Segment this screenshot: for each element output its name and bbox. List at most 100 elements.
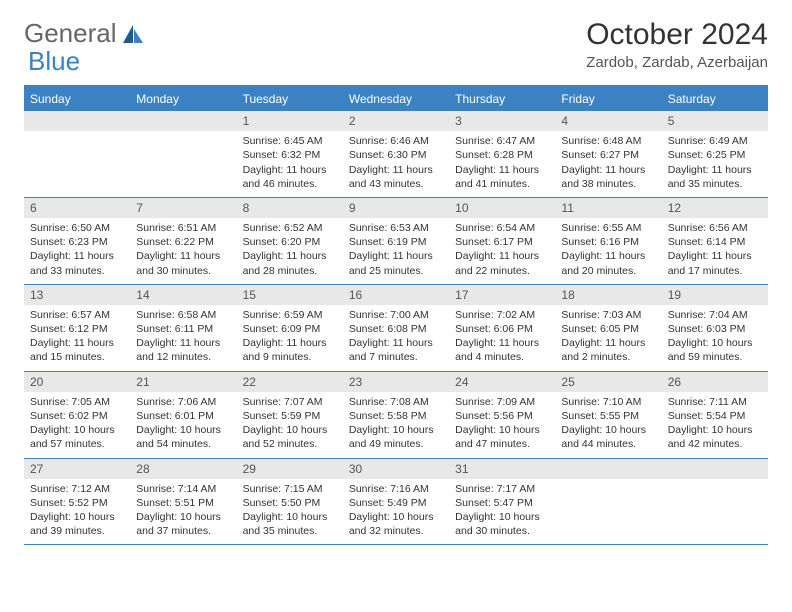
sunset-text: Sunset: 6:11 PM (136, 322, 230, 336)
day-cell: 22Sunrise: 7:07 AMSunset: 5:59 PMDayligh… (237, 372, 343, 458)
daylight-text: Daylight: 11 hours and 20 minutes. (561, 249, 655, 277)
sunrise-text: Sunrise: 6:49 AM (668, 134, 762, 148)
daylight-text: Daylight: 10 hours and 52 minutes. (243, 423, 337, 451)
sunset-text: Sunset: 6:17 PM (455, 235, 549, 249)
sunset-text: Sunset: 6:03 PM (668, 322, 762, 336)
sunrise-text: Sunrise: 6:51 AM (136, 221, 230, 235)
sunset-text: Sunset: 6:23 PM (30, 235, 124, 249)
day-content: Sunrise: 7:11 AMSunset: 5:54 PMDaylight:… (662, 392, 768, 458)
day-cell (555, 459, 661, 545)
sunrise-text: Sunrise: 6:46 AM (349, 134, 443, 148)
daylight-text: Daylight: 11 hours and 17 minutes. (668, 249, 762, 277)
sunset-text: Sunset: 6:25 PM (668, 148, 762, 162)
day-cell: 3Sunrise: 6:47 AMSunset: 6:28 PMDaylight… (449, 111, 555, 197)
day-cell: 26Sunrise: 7:11 AMSunset: 5:54 PMDayligh… (662, 372, 768, 458)
day-cell: 23Sunrise: 7:08 AMSunset: 5:58 PMDayligh… (343, 372, 449, 458)
day-content: Sunrise: 6:48 AMSunset: 6:27 PMDaylight:… (555, 131, 661, 197)
sunset-text: Sunset: 6:14 PM (668, 235, 762, 249)
day-cell (662, 459, 768, 545)
day-cell: 7Sunrise: 6:51 AMSunset: 6:22 PMDaylight… (130, 198, 236, 284)
day-cell: 29Sunrise: 7:15 AMSunset: 5:50 PMDayligh… (237, 459, 343, 545)
daylight-text: Daylight: 11 hours and 15 minutes. (30, 336, 124, 364)
sunset-text: Sunset: 6:20 PM (243, 235, 337, 249)
day-number: 20 (24, 372, 130, 392)
daylight-text: Daylight: 11 hours and 2 minutes. (561, 336, 655, 364)
day-number: 18 (555, 285, 661, 305)
daylight-text: Daylight: 10 hours and 49 minutes. (349, 423, 443, 451)
day-header-cell: Tuesday (237, 87, 343, 111)
day-cell: 6Sunrise: 6:50 AMSunset: 6:23 PMDaylight… (24, 198, 130, 284)
sunset-text: Sunset: 6:30 PM (349, 148, 443, 162)
sunrise-text: Sunrise: 6:59 AM (243, 308, 337, 322)
day-cell: 31Sunrise: 7:17 AMSunset: 5:47 PMDayligh… (449, 459, 555, 545)
day-cell: 17Sunrise: 7:02 AMSunset: 6:06 PMDayligh… (449, 285, 555, 371)
sunset-text: Sunset: 5:54 PM (668, 409, 762, 423)
title-block: October 2024 Zardob, Zardab, Azerbaijan (586, 18, 768, 71)
day-cell: 2Sunrise: 6:46 AMSunset: 6:30 PMDaylight… (343, 111, 449, 197)
day-cell: 27Sunrise: 7:12 AMSunset: 5:52 PMDayligh… (24, 459, 130, 545)
sunset-text: Sunset: 6:06 PM (455, 322, 549, 336)
sunset-text: Sunset: 6:22 PM (136, 235, 230, 249)
daylight-text: Daylight: 11 hours and 30 minutes. (136, 249, 230, 277)
day-cell: 24Sunrise: 7:09 AMSunset: 5:56 PMDayligh… (449, 372, 555, 458)
sunset-text: Sunset: 6:12 PM (30, 322, 124, 336)
day-content: Sunrise: 7:17 AMSunset: 5:47 PMDaylight:… (449, 479, 555, 545)
sunrise-text: Sunrise: 7:15 AM (243, 482, 337, 496)
sunrise-text: Sunrise: 7:10 AM (561, 395, 655, 409)
day-cell: 28Sunrise: 7:14 AMSunset: 5:51 PMDayligh… (130, 459, 236, 545)
day-number: 5 (662, 111, 768, 131)
day-number: 4 (555, 111, 661, 131)
day-number: 11 (555, 198, 661, 218)
day-number: 13 (24, 285, 130, 305)
week-row: 6Sunrise: 6:50 AMSunset: 6:23 PMDaylight… (24, 198, 768, 285)
daylight-text: Daylight: 10 hours and 39 minutes. (30, 510, 124, 538)
day-content: Sunrise: 6:51 AMSunset: 6:22 PMDaylight:… (130, 218, 236, 284)
day-content: Sunrise: 7:06 AMSunset: 6:01 PMDaylight:… (130, 392, 236, 458)
day-number: 10 (449, 198, 555, 218)
day-content: Sunrise: 6:54 AMSunset: 6:17 PMDaylight:… (449, 218, 555, 284)
day-header-cell: Thursday (449, 87, 555, 111)
sunset-text: Sunset: 5:47 PM (455, 496, 549, 510)
day-cell: 20Sunrise: 7:05 AMSunset: 6:02 PMDayligh… (24, 372, 130, 458)
day-header-cell: Saturday (662, 87, 768, 111)
week-row: 27Sunrise: 7:12 AMSunset: 5:52 PMDayligh… (24, 459, 768, 546)
day-number: 15 (237, 285, 343, 305)
sunset-text: Sunset: 5:59 PM (243, 409, 337, 423)
day-number: 31 (449, 459, 555, 479)
week-row: 1Sunrise: 6:45 AMSunset: 6:32 PMDaylight… (24, 111, 768, 198)
day-cell: 10Sunrise: 6:54 AMSunset: 6:17 PMDayligh… (449, 198, 555, 284)
weeks-container: 1Sunrise: 6:45 AMSunset: 6:32 PMDaylight… (24, 111, 768, 545)
day-content: Sunrise: 7:14 AMSunset: 5:51 PMDaylight:… (130, 479, 236, 545)
day-content: Sunrise: 6:52 AMSunset: 6:20 PMDaylight:… (237, 218, 343, 284)
day-content: Sunrise: 6:45 AMSunset: 6:32 PMDaylight:… (237, 131, 343, 197)
header: General October 2024 Zardob, Zardab, Aze… (24, 18, 768, 71)
day-header-cell: Wednesday (343, 87, 449, 111)
sunrise-text: Sunrise: 7:17 AM (455, 482, 549, 496)
daylight-text: Daylight: 10 hours and 57 minutes. (30, 423, 124, 451)
sunset-text: Sunset: 6:19 PM (349, 235, 443, 249)
day-number: 3 (449, 111, 555, 131)
sunset-text: Sunset: 6:09 PM (243, 322, 337, 336)
day-cell: 25Sunrise: 7:10 AMSunset: 5:55 PMDayligh… (555, 372, 661, 458)
sunset-text: Sunset: 6:16 PM (561, 235, 655, 249)
day-cell: 21Sunrise: 7:06 AMSunset: 6:01 PMDayligh… (130, 372, 236, 458)
day-content: Sunrise: 7:04 AMSunset: 6:03 PMDaylight:… (662, 305, 768, 371)
day-cell: 15 Sunrise: 6:59 AMSunset: 6:09 PMDayligh… (237, 285, 343, 371)
day-content: Sunrise: 7:05 AMSunset: 6:02 PMDaylight:… (24, 392, 130, 458)
day-number: 19 (662, 285, 768, 305)
daylight-text: Daylight: 11 hours and 22 minutes. (455, 249, 549, 277)
day-number (130, 111, 236, 131)
sunrise-text: Sunrise: 7:11 AM (668, 395, 762, 409)
day-header-cell: Monday (130, 87, 236, 111)
day-number: 30 (343, 459, 449, 479)
daylight-text: Daylight: 10 hours and 32 minutes. (349, 510, 443, 538)
sunset-text: Sunset: 6:01 PM (136, 409, 230, 423)
daylight-text: Daylight: 11 hours and 41 minutes. (455, 163, 549, 191)
daylight-text: Daylight: 11 hours and 38 minutes. (561, 163, 655, 191)
daylight-text: Daylight: 11 hours and 9 minutes. (243, 336, 337, 364)
sunrise-text: Sunrise: 7:05 AM (30, 395, 124, 409)
day-number: 29 (237, 459, 343, 479)
sunrise-text: Sunrise: 6:52 AM (243, 221, 337, 235)
daylight-text: Daylight: 11 hours and 7 minutes. (349, 336, 443, 364)
sunset-text: Sunset: 5:52 PM (30, 496, 124, 510)
